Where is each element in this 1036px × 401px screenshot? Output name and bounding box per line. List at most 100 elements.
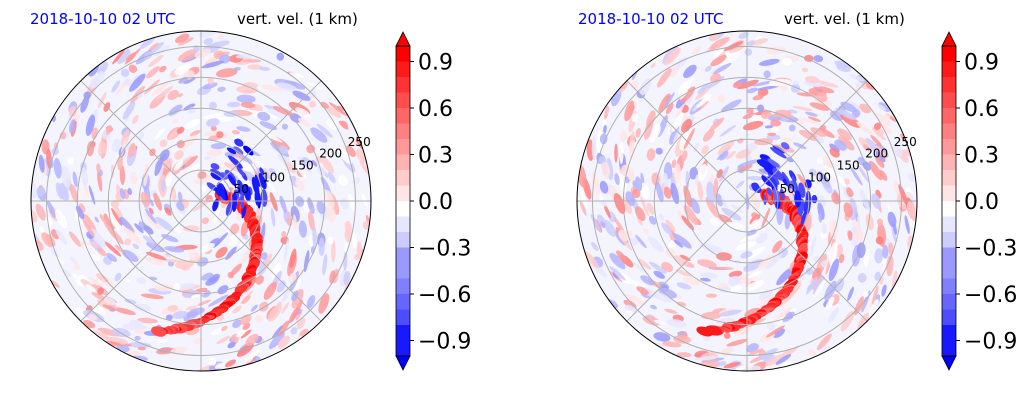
field-cell [843,202,853,218]
field-cell [208,357,217,366]
field-cell [591,171,600,195]
field-cell [120,68,130,77]
field-cell [177,48,200,62]
radial-tick-label: 250 [348,135,371,149]
field-cell [887,211,897,228]
downdraft-cell [768,176,778,188]
colorbar-level [396,309,410,326]
field-cell [662,341,682,348]
updraft-band-cell [151,326,167,337]
field-cell [631,71,638,80]
field-cell [145,256,165,266]
colorbar-level [396,247,410,264]
field-cell [281,123,288,130]
field-cell [359,159,370,175]
field-cell [751,113,763,123]
field-cell [723,332,731,339]
field-cell [292,90,311,101]
field-cell [67,156,74,165]
field-cell [197,171,207,179]
field-cell [640,275,655,286]
field-cell [183,103,196,111]
colorbar-tick-label: 0.9 [418,51,453,76]
field-cell [818,213,823,223]
field-cell [242,322,251,331]
radial-tick-label: 100 [808,170,831,184]
field-cell [664,308,678,314]
field-cell [69,256,79,265]
field-cell [293,214,298,231]
field-cell [836,63,852,73]
field-cell [653,332,671,342]
field-cell [750,219,761,229]
field-cell [849,165,863,186]
field-cell [675,104,685,118]
field-cell [283,238,289,262]
colorbar-level [942,309,956,326]
field-cell [710,54,727,67]
colorbar-level [942,340,956,357]
field-cell [774,307,792,321]
field-cell [153,192,163,211]
field-cell [837,136,855,151]
field-cell [154,284,174,292]
field-cell [288,306,300,323]
colorbar-level [396,294,410,310]
field-cell [728,270,743,278]
field-cell [156,338,169,343]
field-cell [254,161,265,170]
field-cell [31,177,37,198]
field-cell [51,280,60,288]
field-cell [186,307,205,317]
field-cell [655,182,664,203]
field-cell [805,267,814,276]
field-cell [747,107,754,115]
field-cell [127,187,132,196]
field-cell [825,296,835,310]
panel-variable-label: vert. vel. (1 km) [784,10,905,28]
field-cell [863,291,869,298]
field-cell [175,260,194,269]
field-cell [215,246,228,259]
downdraft-cell [763,194,767,206]
field-cell [780,84,787,92]
field-cell [744,307,761,318]
field-cell [653,270,665,279]
field-cell [828,307,839,323]
field-cell [310,127,328,143]
downdraft-cell [791,175,799,194]
colorbar-tick-label: −0.9 [418,330,471,355]
field-cell [308,234,314,247]
field-cell [260,252,268,260]
field-cell [716,252,732,261]
field-cell [670,182,680,205]
field-cell [210,142,227,150]
downdraft-cell [227,174,237,187]
field-cell [609,265,626,281]
field-cell [666,319,687,328]
colorbar-level [942,139,956,155]
field-cell [263,281,277,300]
downdraft-cell [767,158,780,168]
field-cell [781,57,793,66]
field-cell [703,128,715,142]
field-cell [124,238,132,246]
field-cell [743,259,765,272]
field-cell [662,172,669,187]
field-cell [210,327,224,336]
field-cell [816,93,828,103]
field-cell [721,207,742,221]
field-cell [276,52,285,61]
field-cell [854,227,864,244]
field-cell [128,142,136,158]
field-cell [636,216,643,226]
field-cell [208,101,217,110]
downdraft-cell [772,168,784,181]
field-cell [698,163,708,181]
colorbar: 0.9 0.6 0.3 0.0 −0.3 −0.6 −0.9 [395,31,471,371]
colorbar-extend-min [395,355,411,371]
field-cell [847,230,853,241]
field-cell [630,260,650,276]
field-cell [199,242,215,253]
downdraft-cell [804,179,812,189]
